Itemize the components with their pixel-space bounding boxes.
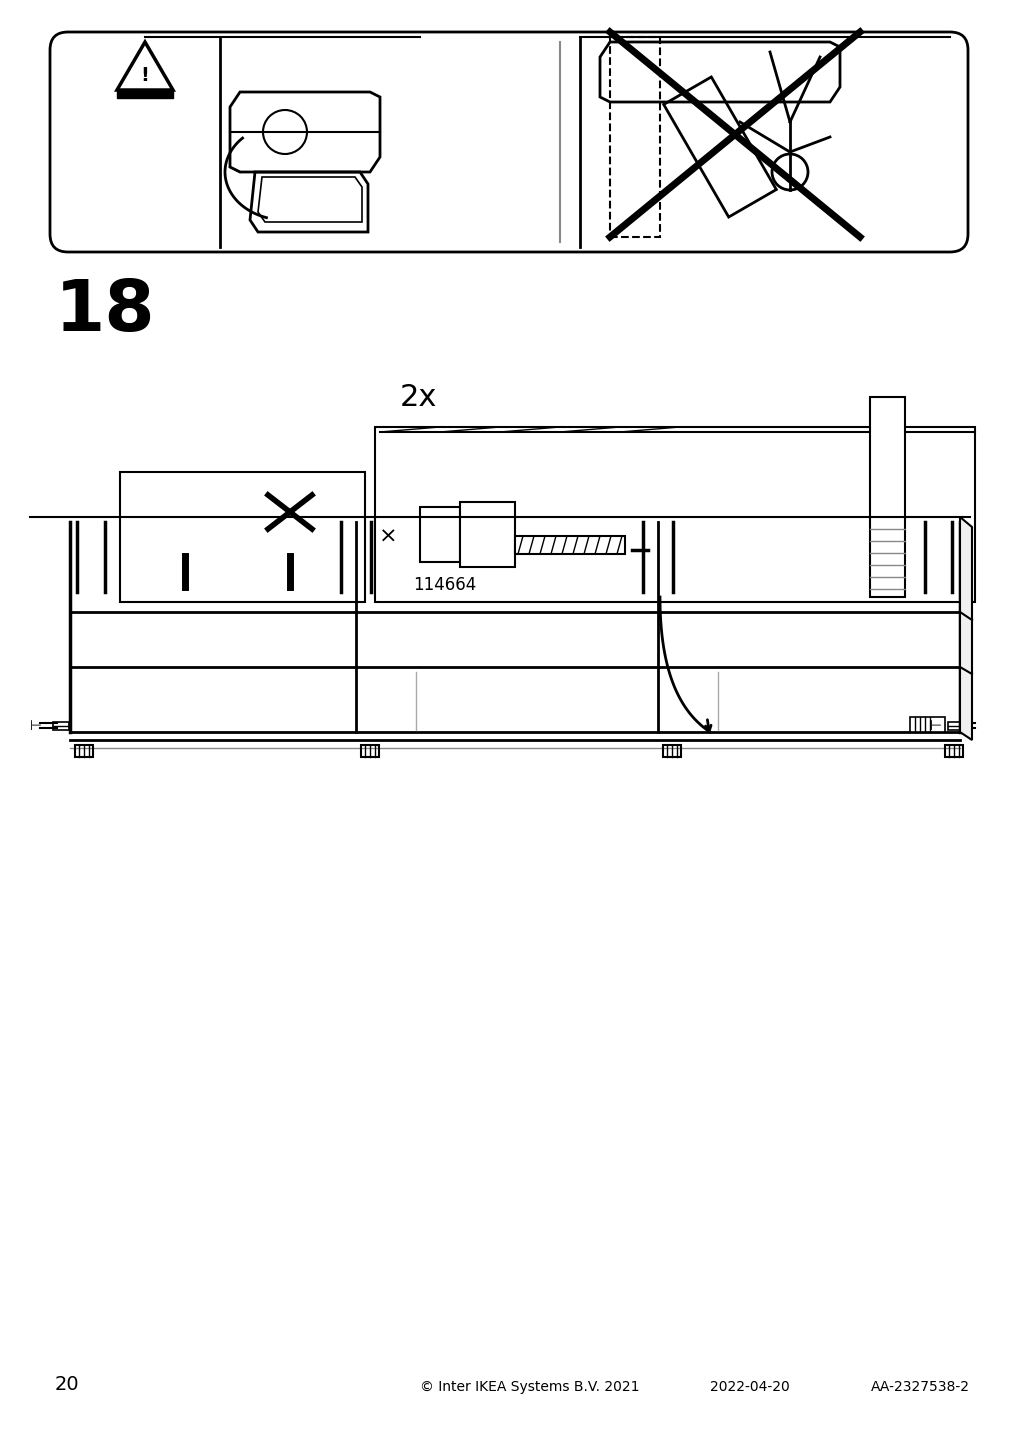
Bar: [460, 503, 515, 567]
Bar: [869, 397, 904, 597]
Circle shape: [618, 523, 661, 567]
Text: 114664: 114664: [412, 576, 476, 594]
Text: ⊢: ⊢: [30, 719, 42, 733]
Ellipse shape: [174, 548, 196, 556]
Text: ⊢: ⊢: [929, 719, 941, 733]
Bar: [375, 427, 974, 601]
Ellipse shape: [279, 548, 300, 556]
Text: 20: 20: [55, 1375, 80, 1393]
Text: 2022-04-20: 2022-04-20: [710, 1380, 790, 1393]
Text: !: !: [141, 66, 150, 84]
Bar: [909, 717, 944, 732]
Polygon shape: [117, 42, 173, 90]
Bar: [75, 745, 93, 758]
Text: ×: ×: [378, 527, 397, 547]
Text: 2x: 2x: [399, 382, 437, 412]
Ellipse shape: [166, 495, 204, 528]
Bar: [420, 507, 460, 561]
FancyBboxPatch shape: [50, 32, 968, 252]
Bar: [120, 473, 365, 601]
Text: 18: 18: [55, 276, 156, 347]
Bar: [662, 745, 680, 758]
Text: AA-2327538-2: AA-2327538-2: [869, 1380, 969, 1393]
Bar: [515, 536, 625, 554]
Bar: [53, 722, 69, 730]
Ellipse shape: [271, 495, 308, 528]
Text: © Inter IKEA Systems B.V. 2021: © Inter IKEA Systems B.V. 2021: [420, 1380, 639, 1393]
Bar: [947, 722, 961, 730]
Bar: [361, 745, 379, 758]
Polygon shape: [959, 517, 971, 740]
Bar: [944, 745, 962, 758]
